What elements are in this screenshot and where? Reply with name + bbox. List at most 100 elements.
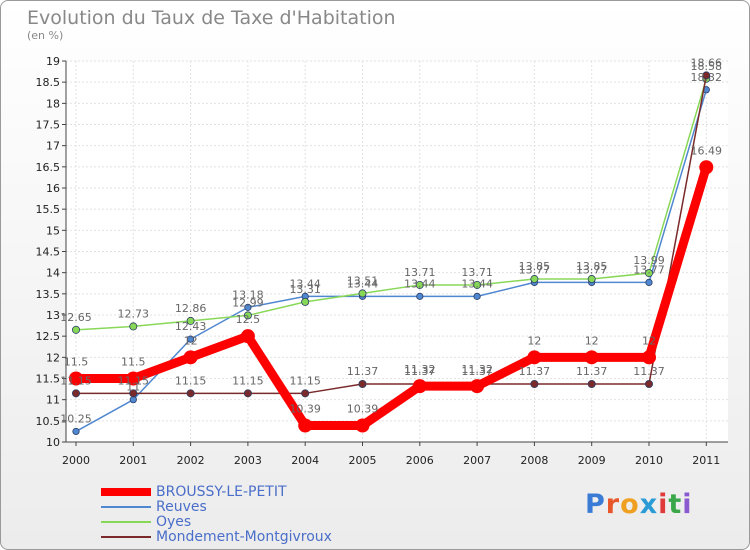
data-point — [473, 280, 482, 289]
legend-swatch — [101, 488, 151, 496]
data-point — [129, 389, 138, 398]
data-point — [186, 389, 195, 398]
x-tick-label: 2005 — [349, 454, 377, 467]
data-point — [473, 292, 481, 300]
series-line-0 — [71, 162, 711, 430]
y-tick-label: 18 — [46, 97, 60, 110]
data-label: 13.85 — [519, 260, 551, 273]
y-tick-label: 13 — [46, 309, 60, 322]
data-point — [72, 427, 80, 436]
data-point — [527, 350, 542, 365]
data-point — [69, 371, 83, 386]
data-label: 12.99 — [232, 296, 264, 309]
y-tick-label: 16.5 — [36, 161, 61, 174]
data-point — [416, 292, 424, 300]
data-label: 13.77 — [633, 263, 665, 276]
data-label: 13.44 — [404, 277, 436, 290]
x-tick-label: 2008 — [520, 454, 548, 467]
logo-letter: P — [585, 489, 606, 520]
data-label: 13.44 — [289, 277, 321, 290]
data-point — [243, 311, 252, 320]
data-point — [642, 350, 656, 365]
y-tick-label: 15.5 — [36, 203, 61, 216]
data-label: 18.58 — [691, 60, 723, 73]
data-point — [301, 389, 310, 398]
data-point — [645, 278, 653, 287]
data-label: 11.37 — [404, 365, 436, 378]
data-point — [699, 160, 714, 175]
logo-letter: t — [668, 489, 683, 520]
data-label: 11.5 — [121, 356, 146, 369]
y-tick-label: 18.5 — [36, 76, 61, 89]
data-label: 13.44 — [461, 277, 493, 290]
data-label: 11.15 — [289, 374, 321, 387]
data-point — [244, 303, 252, 311]
y-tick-label: 10.5 — [36, 415, 61, 428]
data-label: 13.31 — [289, 283, 321, 296]
data-label: 12 — [527, 334, 541, 347]
y-tick-label: 14.5 — [36, 246, 61, 259]
data-label: 12.73 — [118, 307, 150, 320]
data-label: 11.15 — [60, 374, 92, 387]
y-tick-label: 11.5 — [36, 373, 61, 386]
legend-label: Mondement-Montgivroux — [156, 529, 332, 545]
data-point — [530, 380, 539, 389]
data-label: 12.86 — [175, 302, 207, 315]
series-line-1 — [75, 89, 708, 433]
data-label: 11.37 — [519, 365, 551, 378]
data-point — [645, 269, 654, 278]
data-point — [587, 380, 596, 389]
y-tick-label: 16 — [46, 182, 60, 195]
y-tick-label: 19 — [46, 55, 60, 68]
data-label: 13.44 — [347, 277, 379, 290]
data-label: 11.15 — [232, 374, 264, 387]
x-tick-label: 2007 — [463, 454, 491, 467]
data-label: 13.77 — [519, 263, 551, 276]
y-axis-unit: (en %) — [27, 29, 64, 42]
data-label: 13.51 — [347, 274, 379, 287]
data-label: 11.37 — [633, 365, 665, 378]
data-point — [183, 350, 198, 365]
data-label: 12 — [642, 334, 656, 347]
data-label: 10.39 — [289, 402, 321, 415]
series-line-3 — [75, 74, 708, 395]
x-tick-label: 2000 — [62, 454, 90, 467]
y-tick-label: 12.5 — [36, 330, 61, 343]
data-label: 13.71 — [404, 266, 436, 279]
data-label: 13.99 — [633, 254, 665, 267]
data-label: 12.65 — [60, 311, 92, 324]
data-label: 11.37 — [576, 365, 608, 378]
data-label: 16.49 — [691, 144, 723, 157]
data-point — [298, 418, 313, 433]
data-point — [355, 418, 370, 433]
data-point — [702, 71, 711, 80]
data-label: 18.32 — [691, 71, 723, 84]
logo-letter: i — [682, 489, 693, 520]
data-point — [645, 380, 654, 389]
x-tick-label: 2004 — [291, 454, 319, 467]
data-point — [470, 379, 485, 394]
logo-letter: x — [639, 489, 659, 520]
data-point — [129, 396, 137, 404]
logo-letter: i — [658, 489, 669, 520]
data-point — [587, 275, 596, 284]
data-label: 11.32 — [461, 363, 493, 376]
data-point — [243, 389, 252, 398]
data-point — [530, 275, 539, 284]
legend-label: BROUSSY-LE-PETIT — [156, 484, 287, 500]
data-point — [301, 297, 310, 306]
y-tick-label: 11 — [46, 394, 60, 407]
y-tick-label: 15 — [46, 224, 60, 237]
x-tick-label: 2006 — [406, 454, 434, 467]
legend-swatch — [101, 536, 151, 538]
series-line-2 — [75, 78, 708, 331]
logo-letter: r — [605, 489, 621, 520]
data-point — [72, 389, 81, 398]
data-label: 10.39 — [347, 402, 379, 415]
data-label: 12.5 — [236, 313, 261, 326]
data-label: 11.32 — [404, 363, 436, 376]
chart-title: Evolution du Taux de Taxe d'Habitation — [27, 7, 396, 29]
data-point — [126, 371, 141, 386]
data-point — [187, 335, 195, 343]
